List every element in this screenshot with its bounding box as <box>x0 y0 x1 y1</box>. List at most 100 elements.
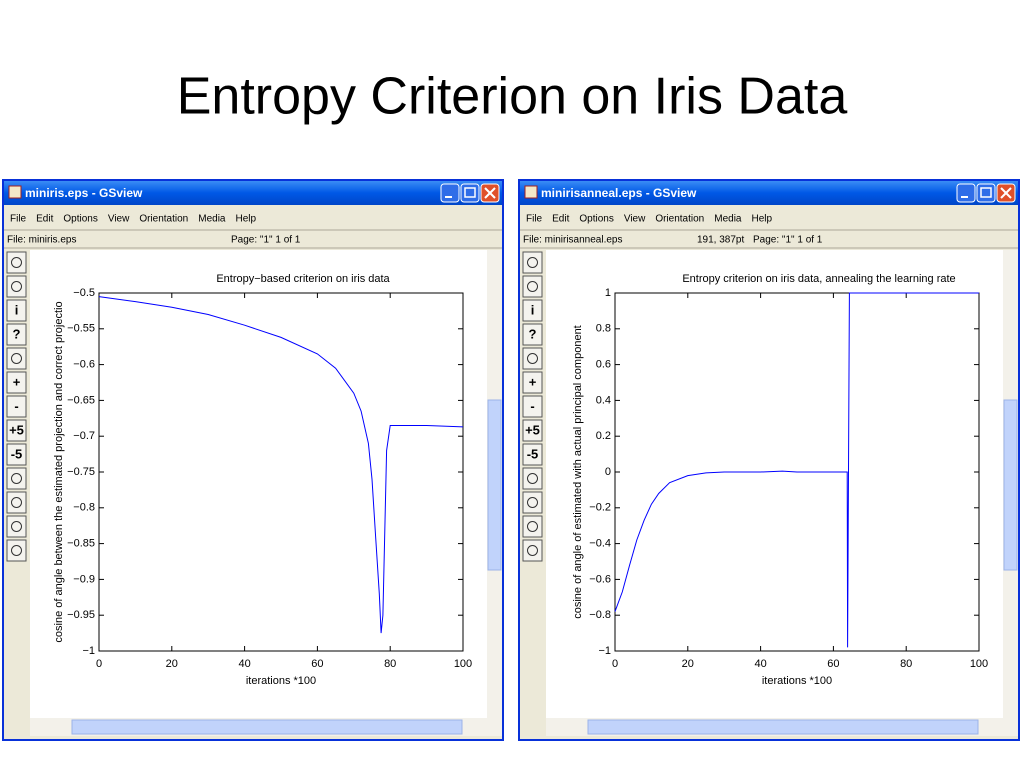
slide-title: Entropy Criterion on Iris Data <box>177 68 848 126</box>
h-scroll-thumb[interactable] <box>587 719 979 735</box>
toolbar-icon <box>11 497 22 508</box>
toolbar-button[interactable] <box>522 251 543 274</box>
toolbar-button[interactable] <box>522 371 543 394</box>
y-tick-label: −0.95 <box>67 609 95 621</box>
menu-item[interactable]: Edit <box>36 214 53 225</box>
toolbar-icon <box>11 353 22 364</box>
x-tick-label: 60 <box>311 658 323 670</box>
toolbar-button[interactable] <box>6 539 27 562</box>
toolbar-label: +5 <box>525 422 540 437</box>
y-tick-label: −1 <box>82 645 95 657</box>
maximize-button[interactable] <box>976 183 996 203</box>
v-scroll-thumb[interactable] <box>487 399 502 571</box>
toolbar-button[interactable] <box>522 395 543 418</box>
window-title: miniris.eps - GSview <box>25 186 143 200</box>
menu-item[interactable]: Options <box>63 214 97 225</box>
toolbar-button[interactable] <box>522 347 543 370</box>
page-area <box>546 250 1003 718</box>
y-tick-label: 0.4 <box>596 394 611 406</box>
status-text: Page: "1" 1 of 1 <box>753 235 823 246</box>
toolbar-label: + <box>13 374 21 389</box>
toolbar-button[interactable] <box>522 491 543 514</box>
toolbar-icon <box>11 473 22 484</box>
menu-item[interactable]: Help <box>236 214 257 225</box>
menu-item[interactable]: Orientation <box>655 214 704 225</box>
maximize-button[interactable] <box>460 183 480 203</box>
menu-item[interactable]: File <box>10 214 27 225</box>
toolbar-icon <box>527 473 538 484</box>
minimize-button[interactable] <box>440 183 460 203</box>
y-tick-label: −0.6 <box>73 359 95 371</box>
y-tick-label: −0.7 <box>73 430 95 442</box>
x-tick-label: 100 <box>970 658 988 670</box>
toolbar-icon <box>11 257 22 268</box>
x-tick-label: 80 <box>900 658 912 670</box>
window: miniris.eps - GSview File Edit Options View O… <box>2 179 504 741</box>
menu-item[interactable]: File <box>526 214 543 225</box>
y-tick-label: 0.8 <box>596 323 611 335</box>
toolbar-button[interactable] <box>522 275 543 298</box>
toolbar-button[interactable] <box>6 491 27 514</box>
x-tick-label: 20 <box>166 658 178 670</box>
toolbar-label: i <box>15 302 19 317</box>
chart-title: Entropy criterion on iris data, annealin… <box>682 273 955 285</box>
toolbar-button[interactable] <box>522 323 543 346</box>
toolbar-button[interactable] <box>6 515 27 538</box>
close-x <box>1000 187 1012 199</box>
toolbar-label: i <box>531 302 535 317</box>
toolbar-label: ? <box>13 326 21 341</box>
menu-item[interactable]: Orientation <box>139 214 188 225</box>
toolbar-icon <box>527 257 538 268</box>
status-text: 191, 387pt <box>697 235 744 246</box>
app-icon <box>524 185 538 199</box>
menu-item[interactable]: Options <box>579 214 613 225</box>
toolbar-button[interactable] <box>522 419 543 442</box>
menu-item[interactable]: View <box>624 214 646 225</box>
toolbar-button[interactable] <box>522 467 543 490</box>
toolbar-button[interactable] <box>522 539 543 562</box>
toolbar-button[interactable] <box>6 323 27 346</box>
chart-title: Entropy−based criterion on iris data <box>216 273 390 285</box>
minimize-button[interactable] <box>956 183 976 203</box>
toolbar-label: + <box>529 374 537 389</box>
menu-item[interactable]: Help <box>752 214 773 225</box>
menu-item[interactable]: Edit <box>552 214 569 225</box>
toolbar-label: +5 <box>9 422 24 437</box>
app-icon <box>8 185 22 199</box>
toolbar-button[interactable] <box>522 443 543 466</box>
y-axis-label: cosine of angle of estimated with actual… <box>572 325 584 619</box>
toolbar-button[interactable] <box>6 371 27 394</box>
menu-item[interactable]: Media <box>714 214 742 225</box>
toolbar-button[interactable] <box>6 275 27 298</box>
toolbar-label: -5 <box>527 446 539 461</box>
menu-item[interactable]: View <box>108 214 130 225</box>
h-scroll-thumb[interactable] <box>71 719 463 735</box>
data-line <box>98 296 464 634</box>
menu-item[interactable]: Media <box>198 214 226 225</box>
y-tick-label: −0.8 <box>73 502 95 514</box>
x-tick-label: 60 <box>827 658 839 670</box>
toolbar-button[interactable] <box>6 419 27 442</box>
y-tick-label: 0.2 <box>596 430 611 442</box>
toolbar-button[interactable] <box>6 443 27 466</box>
title-bar <box>520 181 1018 205</box>
toolbar-button[interactable] <box>6 395 27 418</box>
y-tick-label: −0.75 <box>67 466 95 478</box>
toolbar-button[interactable] <box>522 299 543 322</box>
y-tick-label: −0.4 <box>589 538 611 550</box>
y-tick-label: 1 <box>605 287 611 299</box>
x-tick-label: 100 <box>454 658 472 670</box>
toolbar-button[interactable] <box>6 467 27 490</box>
toolbar-button[interactable] <box>6 251 27 274</box>
toolbar-button[interactable] <box>522 515 543 538</box>
y-tick-label: −0.55 <box>67 323 95 335</box>
window: minirisanneal.eps - GSview File Edit Option… <box>518 179 1020 741</box>
toolbar-button[interactable] <box>6 347 27 370</box>
toolbar-icon <box>11 521 22 532</box>
v-scroll-thumb[interactable] <box>1003 399 1018 571</box>
toolbar-icon <box>527 521 538 532</box>
toolbar-button[interactable] <box>6 299 27 322</box>
status-text: File: miniris.eps <box>7 235 76 246</box>
